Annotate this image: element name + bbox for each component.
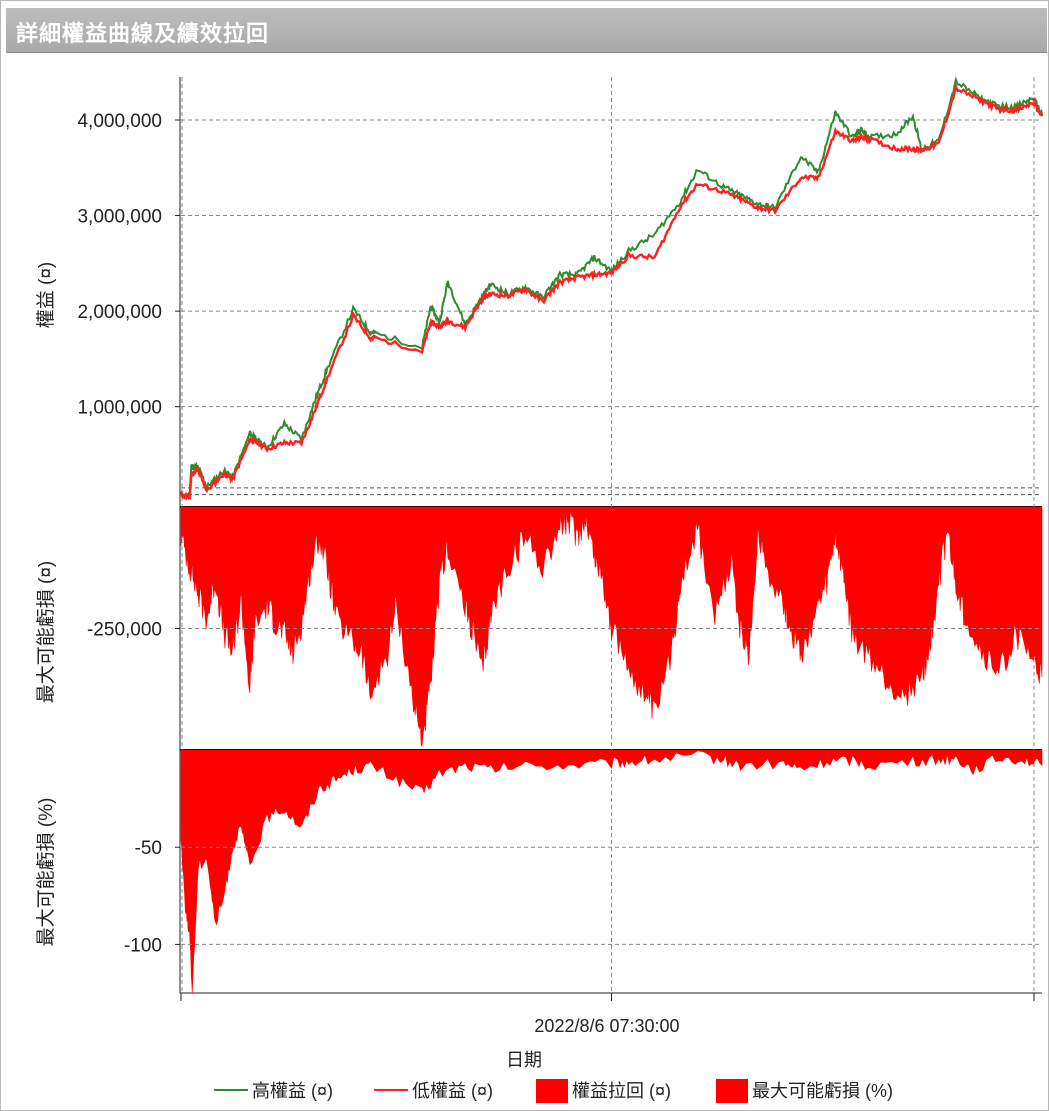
legend-swatch-drawdown <box>536 1079 568 1103</box>
y-tick-label: 3,000,000 <box>77 207 162 228</box>
y-tick-label: -250,000 <box>87 620 162 641</box>
y-tick-label: 1,000,000 <box>77 398 162 419</box>
x-axis-label: 日期 <box>506 1050 542 1070</box>
window-title: 詳細權益曲線及績效拉回 <box>16 21 270 46</box>
legend-swatch-drawdown-pct <box>716 1079 748 1103</box>
y-tick-label: 4,000,000 <box>77 111 162 132</box>
y-axis-label-drawdown: 最大可能虧損 (¤) <box>35 561 57 704</box>
legend-label-drawdown-pct: 最大可能虧損 (%) <box>752 1081 893 1101</box>
drawdown-pct-area <box>180 749 1043 994</box>
title-bar: 詳細權益曲線及績效拉回 <box>6 8 1047 53</box>
y-axis-label-drawdown-pct: 最大可能虧損 (%) <box>35 798 57 947</box>
series-line-low-equity <box>179 83 1044 501</box>
legend-label-high: 高權益 (¤) <box>252 1081 333 1101</box>
y-tick-label: 2,000,000 <box>77 302 162 323</box>
y-axis-label-equity: 權益 (¤) <box>35 262 57 329</box>
legend-label-drawdown: 權益拉回 (¤) <box>572 1081 671 1101</box>
chart-marks <box>179 76 1044 994</box>
x-tick-label: 2022/8/6 07:30:00 <box>534 1016 679 1036</box>
legend: 高權益 (¤) 低權益 (¤) 權益拉回 (¤) 最大可能虧損 (%) <box>214 1079 893 1103</box>
y-tick-label: -100 <box>124 935 162 956</box>
drawdown-area <box>180 506 1043 747</box>
y-tick-label: -50 <box>135 838 162 859</box>
legend-label-low: 低權益 (¤) <box>412 1081 493 1101</box>
